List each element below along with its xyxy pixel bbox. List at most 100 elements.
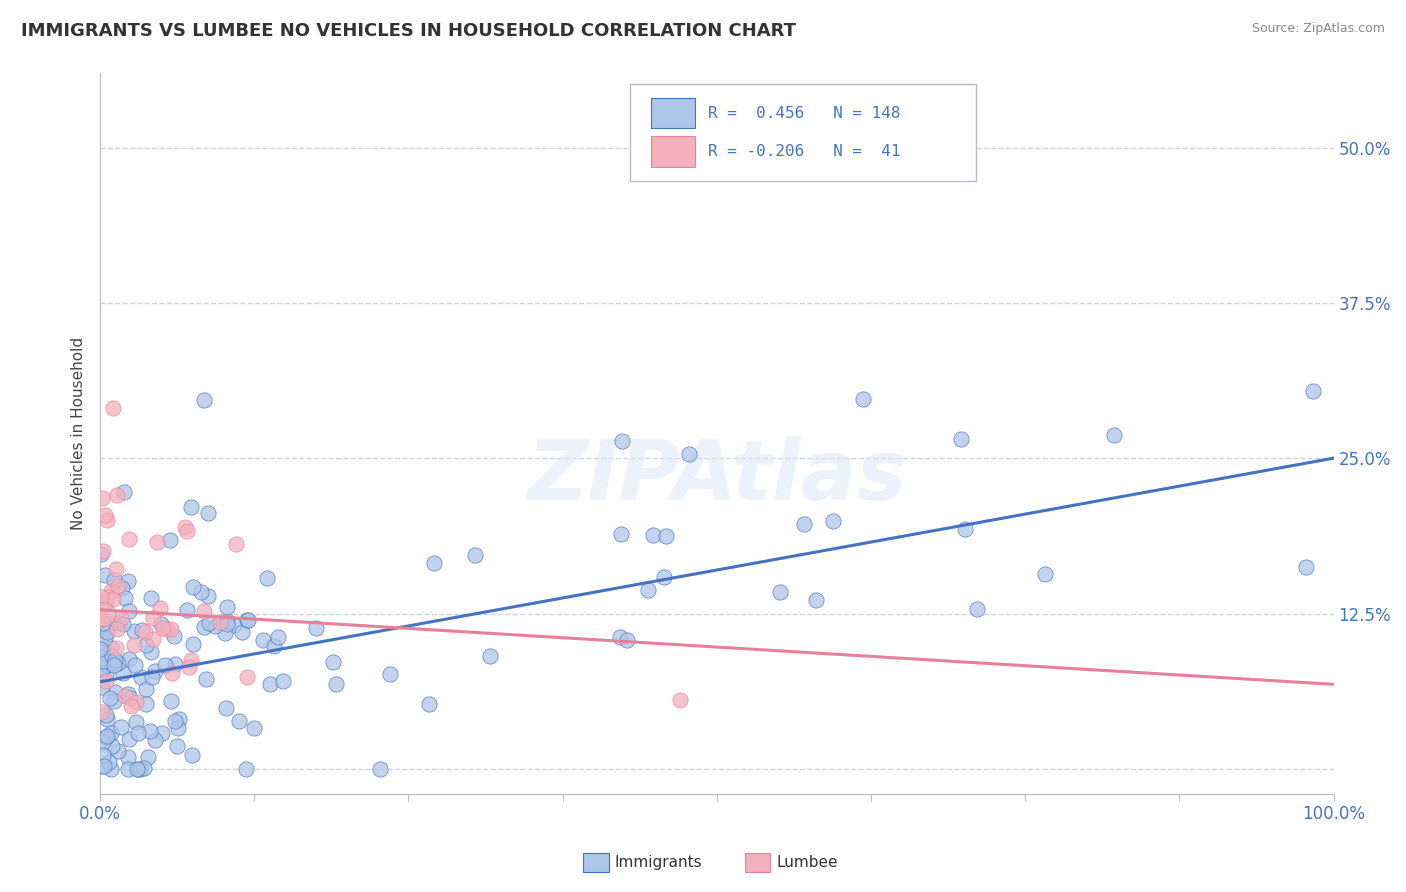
- Text: Lumbee: Lumbee: [776, 855, 838, 870]
- Point: [127, 762, 149, 776]
- Point: [90, 680, 112, 694]
- Point: [190, 584, 212, 599]
- Point: [91, 650, 114, 665]
- Point: [304, 621, 326, 635]
- Point: [1302, 384, 1324, 399]
- Point: [93, 759, 115, 773]
- Point: [851, 392, 873, 406]
- Point: [97, 590, 120, 604]
- Point: [197, 506, 219, 520]
- Point: [105, 622, 128, 636]
- Point: [96, 712, 118, 726]
- Point: [94, 568, 117, 582]
- Point: [769, 584, 792, 599]
- Point: [94, 620, 117, 634]
- Point: [91, 543, 114, 558]
- Point: [160, 666, 183, 681]
- Point: [163, 629, 186, 643]
- Point: [100, 656, 122, 670]
- Point: [267, 630, 290, 644]
- Point: [100, 762, 122, 776]
- Point: [90, 634, 112, 648]
- Point: [148, 601, 170, 615]
- Point: [104, 653, 127, 667]
- Point: [111, 582, 134, 596]
- Point: [215, 599, 238, 614]
- Point: [135, 681, 157, 696]
- Point: [94, 623, 117, 637]
- Point: [93, 654, 115, 668]
- Point: [214, 626, 236, 640]
- Point: [114, 690, 136, 704]
- Point: [127, 726, 149, 740]
- Point: [89, 642, 111, 657]
- Point: [193, 604, 215, 618]
- Point: [610, 434, 633, 448]
- Point: [117, 574, 139, 588]
- Point: [141, 670, 163, 684]
- Point: [124, 714, 146, 729]
- Point: [118, 604, 141, 618]
- Point: [821, 514, 844, 528]
- Point: [464, 548, 486, 562]
- Point: [104, 641, 127, 656]
- Point: [118, 652, 141, 666]
- Point: [103, 591, 125, 606]
- Point: [143, 732, 166, 747]
- Point: [111, 616, 134, 631]
- Point: [152, 621, 174, 635]
- Point: [423, 556, 446, 570]
- Bar: [651, 98, 695, 128]
- Point: [325, 677, 347, 691]
- Point: [104, 685, 127, 699]
- Point: [197, 616, 219, 631]
- Point: [100, 584, 122, 599]
- Point: [94, 632, 117, 646]
- Point: [135, 638, 157, 652]
- Point: [122, 624, 145, 638]
- Point: [215, 617, 238, 632]
- Point: [163, 657, 186, 672]
- Point: [652, 569, 675, 583]
- Point: [98, 616, 121, 631]
- Point: [150, 616, 173, 631]
- Point: [118, 691, 141, 706]
- Point: [91, 620, 114, 634]
- Point: [1295, 560, 1317, 574]
- Point: [90, 491, 112, 505]
- Point: [91, 747, 114, 762]
- Point: [197, 590, 219, 604]
- Point: [96, 730, 118, 744]
- Point: [1033, 566, 1056, 581]
- Point: [176, 524, 198, 538]
- Point: [100, 640, 122, 655]
- Point: [139, 645, 162, 659]
- Point: [181, 637, 204, 651]
- Point: [96, 658, 118, 673]
- Point: [231, 624, 253, 639]
- Point: [370, 762, 392, 776]
- Point: [96, 730, 118, 744]
- Point: [271, 674, 294, 689]
- Point: [127, 762, 149, 776]
- Point: [91, 615, 114, 630]
- Point: [112, 484, 135, 499]
- Point: [950, 432, 973, 446]
- Point: [117, 762, 139, 776]
- Point: [110, 610, 132, 624]
- Text: Immigrants: Immigrants: [614, 855, 702, 870]
- Point: [136, 750, 159, 764]
- Point: [142, 610, 165, 624]
- Point: [609, 631, 631, 645]
- Point: [678, 447, 700, 461]
- Point: [107, 744, 129, 758]
- Point: [150, 725, 173, 739]
- Point: [117, 686, 139, 700]
- Point: [955, 522, 977, 536]
- Bar: [651, 136, 695, 167]
- Point: [654, 529, 676, 543]
- Point: [167, 712, 190, 726]
- Point: [94, 674, 117, 689]
- Point: [118, 732, 141, 747]
- Point: [418, 697, 440, 711]
